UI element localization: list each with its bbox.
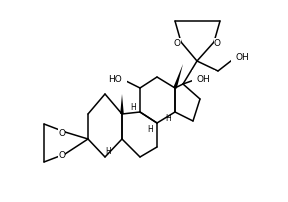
Text: H: H bbox=[130, 102, 136, 111]
Text: H: H bbox=[165, 114, 171, 123]
Text: H: H bbox=[105, 147, 111, 156]
Text: OH: OH bbox=[197, 75, 211, 84]
Text: O: O bbox=[174, 38, 181, 47]
Text: O: O bbox=[58, 150, 65, 159]
Text: HO: HO bbox=[108, 75, 122, 84]
Text: O: O bbox=[214, 38, 221, 47]
Text: O: O bbox=[58, 128, 65, 137]
Text: OH: OH bbox=[236, 53, 250, 62]
Text: H: H bbox=[147, 125, 153, 134]
Polygon shape bbox=[173, 65, 183, 89]
Polygon shape bbox=[120, 95, 124, 115]
